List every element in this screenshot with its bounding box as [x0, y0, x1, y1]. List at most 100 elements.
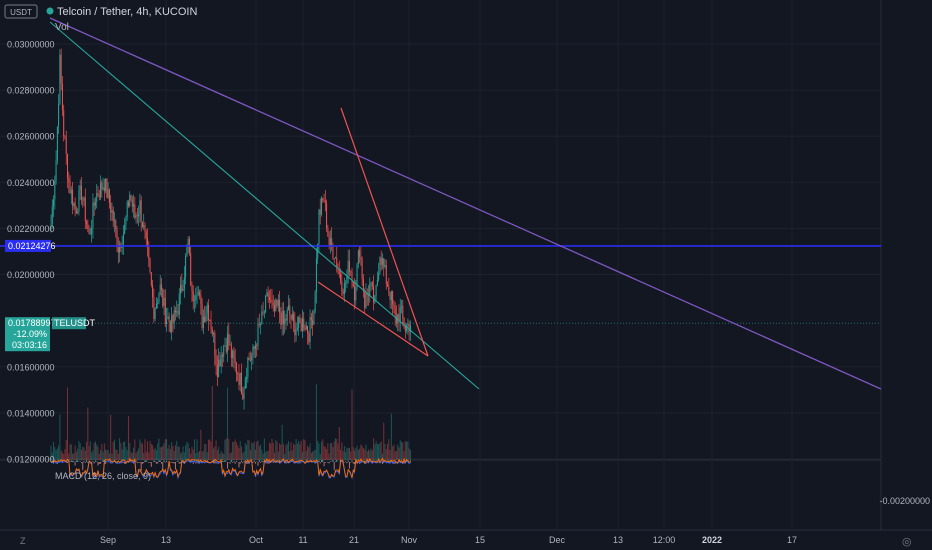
candle-body	[211, 329, 213, 335]
volume-bar	[207, 439, 209, 460]
candle-body	[384, 264, 386, 267]
macd-histogram-bar	[177, 460, 179, 462]
x-tick-label: Oct	[249, 535, 264, 545]
volume-bar	[305, 450, 307, 460]
volume-bar	[310, 452, 312, 460]
candle-body	[162, 289, 164, 306]
volume-bar	[233, 442, 235, 460]
candle-body	[160, 284, 162, 290]
macd-histogram-bar	[171, 462, 173, 463]
candle-body	[202, 316, 204, 329]
macd-histogram-bar	[268, 462, 270, 464]
candle-body	[168, 316, 170, 322]
candle-body	[108, 189, 110, 203]
wedge-lower-line[interactable]	[317, 281, 429, 357]
volume-bar	[138, 448, 140, 460]
candle-body	[67, 153, 69, 179]
macd-histogram-bar	[350, 462, 352, 463]
volume-bar	[279, 443, 281, 460]
candle-body	[329, 238, 331, 247]
candle-body	[68, 178, 70, 183]
volume-bar	[86, 441, 88, 460]
wedge-upper-line[interactable]	[340, 107, 429, 357]
candle-body	[258, 323, 260, 325]
macd-histogram-bar	[329, 461, 331, 462]
candle-body	[293, 313, 295, 321]
x-tick-label: 15	[475, 535, 485, 545]
candle-body	[272, 303, 274, 306]
macd-histogram-bar	[83, 460, 85, 462]
volume-bar	[350, 451, 352, 460]
price-tag-value: 0.01788997	[8, 318, 56, 328]
candle-body	[289, 305, 291, 315]
volume-bar	[357, 449, 359, 460]
macd-histogram-bar	[124, 462, 126, 464]
candle-body	[333, 258, 335, 260]
candle-body	[209, 319, 211, 321]
candle-body	[82, 199, 84, 201]
macd-y-tick: -0.00200000	[879, 496, 930, 506]
currency-badge-box[interactable]	[4, 4, 38, 19]
macd-histogram-bar	[271, 461, 273, 462]
macd-histogram-bar	[338, 461, 340, 462]
macd-histogram-bar	[371, 460, 373, 462]
volume-bar	[74, 445, 76, 460]
auto-scale-icon[interactable]: ◎	[902, 536, 912, 548]
candle-body	[251, 355, 253, 361]
macd-histogram-bar	[164, 462, 166, 463]
macd-histogram-bar	[69, 461, 71, 462]
macd-histogram-bar	[229, 462, 231, 464]
volume-bar	[227, 387, 229, 460]
macd-histogram-bar	[178, 462, 180, 464]
volume-bar	[153, 449, 155, 460]
volume-bar	[190, 453, 192, 460]
y-axis-panel[interactable]	[881, 0, 932, 550]
volume-bar	[296, 443, 298, 460]
volume-bar	[404, 441, 406, 460]
volume-bar	[323, 446, 325, 460]
macd-histogram-bar	[162, 462, 164, 470]
volume-bar	[114, 439, 115, 460]
currency-badge[interactable]: USDT	[10, 8, 32, 17]
candle-body	[395, 316, 397, 324]
purple-trendline[interactable]	[49, 17, 882, 390]
candle-body	[378, 273, 380, 280]
candle-body	[213, 333, 215, 335]
candle-body	[114, 220, 115, 222]
macd-histogram-bar	[266, 462, 268, 464]
green-trendline[interactable]	[49, 21, 480, 390]
candle-body	[389, 292, 391, 301]
macd-histogram-bar	[315, 462, 317, 463]
volume-bar	[220, 450, 222, 460]
volume-bar	[223, 453, 225, 460]
volume-bar	[260, 444, 262, 460]
macd-histogram-bar	[333, 462, 335, 470]
candle-body	[393, 304, 395, 308]
volume-bar	[187, 443, 189, 460]
macd-histogram-bar	[336, 460, 338, 462]
volume-bar	[224, 439, 226, 460]
volume-bar	[361, 446, 363, 460]
candle-body	[80, 185, 82, 200]
zoom-reset-icon[interactable]: Z	[20, 536, 26, 546]
candle-body	[177, 311, 179, 315]
candle-body	[300, 322, 302, 332]
macd-histogram-bar	[139, 462, 141, 463]
candle-body	[58, 103, 60, 127]
macd-histogram-bar	[105, 462, 107, 464]
volume-bar	[182, 446, 184, 460]
volume-bar	[239, 440, 241, 460]
macd-histogram-bar	[318, 460, 320, 462]
macd-histogram-bar	[381, 462, 383, 464]
candle-body	[246, 377, 248, 379]
volume-bar	[319, 453, 321, 460]
candle-body	[340, 274, 342, 282]
macd-histogram-bar	[365, 462, 367, 464]
volume-bar	[393, 444, 395, 460]
volume-bar	[78, 440, 80, 460]
candle-body	[232, 350, 234, 359]
candle-body	[133, 204, 135, 207]
candle-body	[145, 231, 147, 238]
candle-body	[409, 325, 411, 332]
